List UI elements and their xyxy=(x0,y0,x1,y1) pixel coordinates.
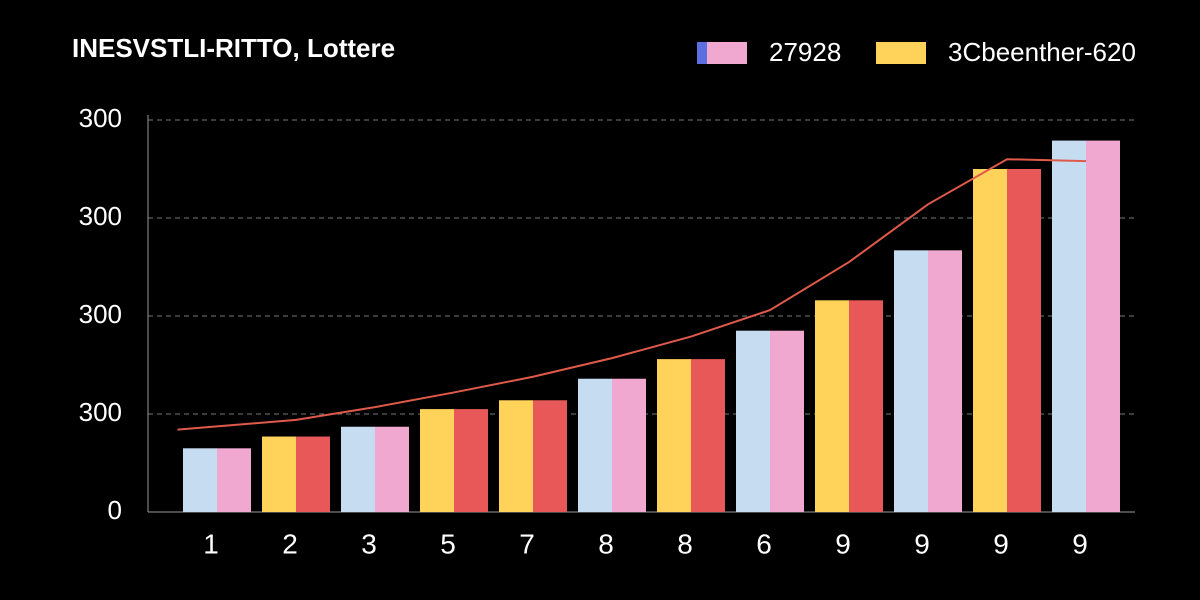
y-tick-label: 300 xyxy=(79,103,122,133)
bar xyxy=(928,250,962,512)
legend-label: 27928 xyxy=(769,37,841,67)
x-tick-label: 3 xyxy=(361,528,377,559)
bar xyxy=(1052,140,1086,512)
bar xyxy=(454,409,488,512)
bar xyxy=(217,448,251,512)
bar xyxy=(1086,140,1120,512)
trend-line xyxy=(177,158,1087,431)
x-tick-label: 1 xyxy=(203,528,219,559)
x-tick-label: 9 xyxy=(1072,528,1088,559)
x-tick-label: 6 xyxy=(756,528,772,559)
x-tick-label: 7 xyxy=(519,528,535,559)
legend-swatch xyxy=(707,42,747,64)
bar xyxy=(341,426,375,512)
x-tick-label: 5 xyxy=(440,528,456,559)
y-tick-label: 300 xyxy=(79,201,122,231)
bar xyxy=(262,436,296,512)
legend-swatch xyxy=(876,42,926,64)
y-tick-label: 300 xyxy=(79,299,122,329)
legend-label: 3Cbeenther-620 xyxy=(948,37,1136,67)
y-tick-label: 0 xyxy=(108,495,122,525)
bar xyxy=(420,409,454,512)
chart-title: INESVSTLI-RITTO, Lottere xyxy=(72,33,395,63)
x-tick-label: 9 xyxy=(835,528,851,559)
y-tick-label: 300 xyxy=(79,397,122,427)
x-tick-label: 8 xyxy=(598,528,614,559)
x-tick-label: 2 xyxy=(282,528,298,559)
bar xyxy=(770,330,804,512)
x-tick-label: 8 xyxy=(677,528,693,559)
bar xyxy=(849,300,883,512)
bar xyxy=(815,300,849,512)
bar xyxy=(296,436,330,512)
bar xyxy=(533,400,567,512)
bar xyxy=(578,378,612,512)
bar xyxy=(973,169,1007,512)
bar xyxy=(375,426,409,512)
bar xyxy=(894,250,928,512)
x-tick-label: 9 xyxy=(993,528,1009,559)
bar xyxy=(183,448,217,512)
bar xyxy=(612,378,646,512)
bar xyxy=(736,330,770,512)
legend-swatch xyxy=(697,42,707,64)
bar xyxy=(691,359,725,512)
bar xyxy=(1007,169,1041,512)
bar xyxy=(657,359,691,512)
x-tick-label: 9 xyxy=(914,528,930,559)
bar xyxy=(499,400,533,512)
